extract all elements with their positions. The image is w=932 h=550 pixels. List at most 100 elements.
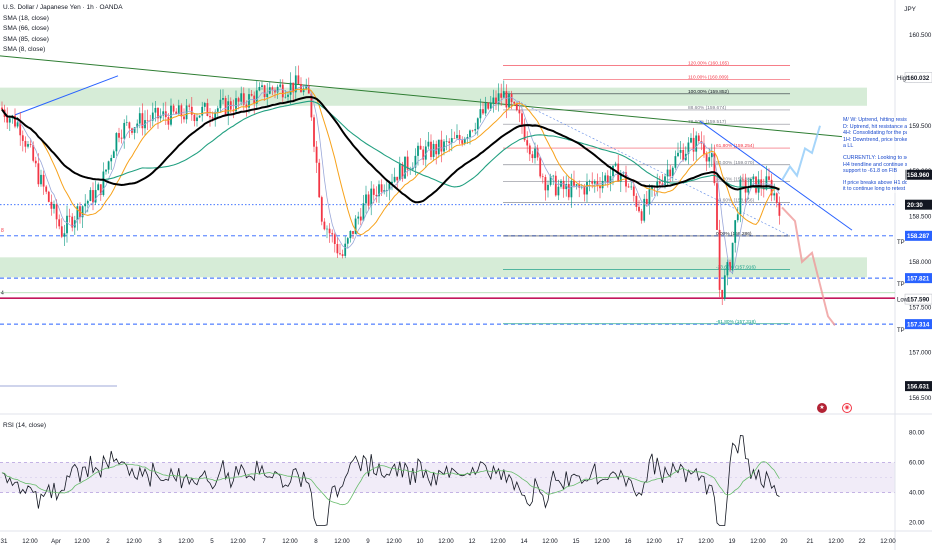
candle[interactable]: [112, 151, 115, 158]
candle[interactable]: [502, 91, 505, 98]
candle[interactable]: [105, 169, 107, 172]
indicator-sma8[interactable]: SMA (8, close): [3, 46, 46, 53]
price-label[interactable]: [905, 381, 932, 392]
candle[interactable]: [305, 85, 308, 89]
candle[interactable]: [697, 135, 700, 141]
candle[interactable]: [110, 157, 113, 162]
candle[interactable]: [66, 215, 68, 234]
candle[interactable]: [159, 115, 162, 119]
candle[interactable]: [344, 243, 347, 256]
candle[interactable]: [505, 91, 508, 108]
candle[interactable]: [560, 180, 562, 187]
candle[interactable]: [16, 122, 19, 127]
candle[interactable]: [648, 189, 651, 204]
candle[interactable]: [718, 229, 721, 290]
candle[interactable]: [619, 173, 622, 182]
candle[interactable]: [258, 86, 261, 91]
candle[interactable]: [729, 262, 731, 271]
uptrend-line[interactable]: [14, 75, 119, 116]
candle[interactable]: [484, 102, 487, 114]
candle[interactable]: [151, 112, 154, 121]
candle[interactable]: [32, 144, 35, 161]
candle[interactable]: [315, 146, 318, 163]
candle[interactable]: [292, 82, 295, 93]
candle[interactable]: [281, 84, 284, 98]
candle[interactable]: [664, 176, 666, 185]
candle[interactable]: [453, 138, 456, 139]
candle[interactable]: [245, 104, 248, 108]
candle[interactable]: [554, 175, 557, 196]
candle[interactable]: [570, 180, 573, 198]
candle[interactable]: [466, 137, 469, 139]
rsi-line[interactable]: [1, 435, 780, 526]
candle[interactable]: [705, 154, 708, 162]
candle[interactable]: [430, 141, 432, 157]
candle[interactable]: [541, 176, 544, 178]
candle[interactable]: [196, 117, 198, 122]
candle[interactable]: [357, 216, 360, 219]
candle[interactable]: [367, 194, 370, 206]
price-label[interactable]: [905, 230, 932, 241]
candle[interactable]: [679, 150, 682, 153]
candle[interactable]: [671, 167, 674, 177]
candle[interactable]: [378, 184, 380, 197]
candle[interactable]: [339, 253, 341, 255]
candle[interactable]: [627, 186, 630, 188]
candle[interactable]: [107, 161, 110, 170]
candle[interactable]: [227, 101, 230, 115]
us-flag-icon[interactable]: ★: [817, 403, 827, 413]
candle[interactable]: [674, 156, 677, 168]
candle[interactable]: [198, 115, 201, 118]
candle[interactable]: [515, 103, 518, 111]
candle[interactable]: [612, 165, 614, 177]
candle[interactable]: [380, 184, 383, 192]
candle[interactable]: [599, 185, 601, 189]
sma18-line[interactable]: [1, 88, 780, 236]
candle[interactable]: [136, 123, 139, 128]
price-label[interactable]: [905, 273, 932, 284]
price-label[interactable]: [904, 293, 932, 305]
candle[interactable]: [736, 214, 739, 221]
candle[interactable]: [21, 135, 24, 141]
candle[interactable]: [94, 190, 97, 203]
candle[interactable]: [601, 180, 604, 189]
candle[interactable]: [123, 122, 126, 139]
candle[interactable]: [1, 107, 3, 110]
candle[interactable]: [536, 148, 539, 158]
candle[interactable]: [120, 137, 123, 139]
candle[interactable]: [586, 181, 588, 195]
indicator-sma18[interactable]: SMA (18, close): [3, 14, 49, 22]
candle[interactable]: [102, 171, 105, 196]
candle[interactable]: [237, 98, 240, 102]
candle[interactable]: [583, 187, 586, 195]
candle[interactable]: [747, 188, 750, 193]
candle[interactable]: [661, 183, 664, 185]
candle[interactable]: [302, 88, 305, 93]
candle[interactable]: [193, 114, 196, 122]
candle[interactable]: [99, 184, 102, 196]
candle[interactable]: [573, 180, 575, 186]
candle[interactable]: [209, 115, 211, 118]
candle[interactable]: [682, 150, 685, 161]
candle[interactable]: [414, 155, 417, 168]
candle[interactable]: [539, 157, 542, 177]
candle[interactable]: [487, 102, 490, 109]
candle[interactable]: [261, 85, 263, 87]
candle[interactable]: [773, 193, 776, 196]
candle[interactable]: [450, 138, 453, 144]
candle[interactable]: [34, 160, 37, 164]
candle[interactable]: [346, 238, 349, 244]
candle[interactable]: [547, 184, 549, 191]
candle[interactable]: [716, 183, 718, 230]
candle[interactable]: [388, 183, 391, 191]
candle[interactable]: [622, 172, 625, 174]
candle[interactable]: [167, 117, 170, 125]
candle[interactable]: [294, 75, 297, 93]
candle[interactable]: [528, 145, 531, 155]
candle[interactable]: [266, 93, 269, 98]
candle[interactable]: [89, 190, 92, 201]
rsi-ma-line[interactable]: [1, 461, 780, 506]
price-label[interactable]: [905, 319, 932, 330]
candle[interactable]: [216, 108, 219, 112]
